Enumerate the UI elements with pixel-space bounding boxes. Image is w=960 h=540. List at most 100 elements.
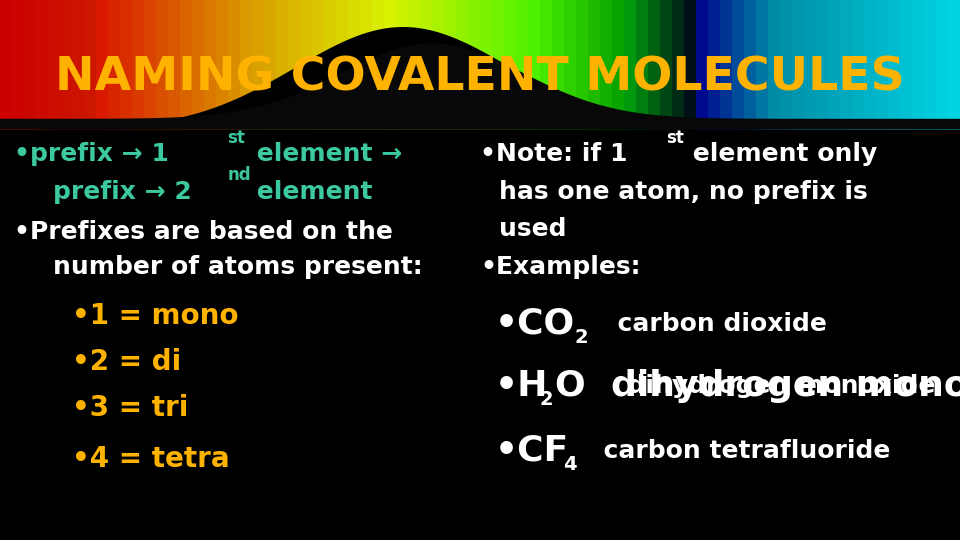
Bar [300, 0, 314, 130]
Bar [360, 0, 374, 130]
Bar [708, 0, 722, 130]
Bar [0, 0, 13, 130]
Bar [768, 0, 781, 130]
Bar [828, 0, 842, 130]
Text: •Prefixes are based on the: •Prefixes are based on the [14, 220, 394, 244]
Text: 2: 2 [540, 390, 553, 409]
Bar [168, 0, 182, 130]
Bar [804, 0, 818, 130]
Bar [252, 0, 266, 130]
Bar [228, 0, 242, 130]
Bar [204, 0, 218, 130]
Bar [240, 0, 253, 130]
Bar [48, 0, 61, 130]
Bar [456, 0, 470, 130]
Text: st: st [666, 129, 684, 147]
Bar [648, 0, 662, 130]
Text: 2: 2 [574, 328, 588, 347]
Text: •Examples:: •Examples: [480, 255, 640, 279]
Bar [888, 0, 901, 130]
Text: used: used [499, 218, 566, 241]
Bar [288, 0, 301, 130]
Bar [480, 0, 493, 130]
Bar [780, 0, 794, 130]
Bar [612, 0, 626, 130]
Text: •Note: if 1: •Note: if 1 [480, 142, 628, 166]
Text: element only: element only [684, 142, 876, 166]
Text: •1 = mono: •1 = mono [72, 302, 238, 330]
Bar [144, 0, 157, 130]
Bar [600, 0, 614, 130]
Bar [468, 0, 482, 130]
Bar [852, 0, 866, 130]
Bar [948, 0, 960, 130]
Text: O  dihydrogen monoxide: O dihydrogen monoxide [555, 369, 960, 403]
Text: st: st [228, 129, 246, 147]
Text: number of atoms present:: number of atoms present: [53, 255, 422, 279]
Bar [744, 0, 758, 130]
Bar [912, 0, 925, 130]
Bar [792, 0, 805, 130]
Bar [936, 0, 949, 130]
Bar [684, 0, 698, 130]
Bar [132, 0, 146, 130]
Text: •3 = tri: •3 = tri [72, 394, 188, 422]
Bar [636, 0, 650, 130]
Text: carbon tetrafluoride: carbon tetrafluoride [586, 439, 890, 463]
Text: NAMING COVALENT MOLECULES: NAMING COVALENT MOLECULES [55, 56, 905, 101]
Bar [840, 0, 854, 130]
Bar [732, 0, 746, 130]
Bar [72, 0, 86, 130]
Bar [372, 0, 386, 130]
Bar [96, 0, 109, 130]
Bar [924, 0, 938, 130]
Bar [108, 0, 122, 130]
Bar [312, 0, 326, 130]
Bar [396, 0, 410, 130]
Bar [552, 0, 565, 130]
Text: •prefix → 1: •prefix → 1 [14, 142, 169, 166]
Bar [492, 0, 506, 130]
Bar [504, 0, 518, 130]
Bar [156, 0, 170, 130]
Bar [900, 0, 914, 130]
Bar [864, 0, 877, 130]
Bar [276, 0, 290, 130]
Text: •4 = tetra: •4 = tetra [72, 445, 229, 473]
Text: element →: element → [248, 142, 402, 166]
Bar [192, 0, 206, 130]
Bar [264, 0, 278, 130]
Bar [588, 0, 602, 130]
Bar [516, 0, 530, 130]
Bar [180, 0, 194, 130]
Bar [324, 0, 338, 130]
Text: •CF: •CF [494, 434, 568, 468]
Bar [720, 0, 733, 130]
Bar [336, 0, 349, 130]
Bar [876, 0, 890, 130]
Bar [540, 0, 554, 130]
Bar [624, 0, 637, 130]
Text: 4: 4 [564, 455, 577, 474]
Bar [660, 0, 674, 130]
Bar [528, 0, 541, 130]
Bar [756, 0, 770, 130]
Text: prefix → 2: prefix → 2 [53, 180, 192, 204]
Bar [36, 0, 50, 130]
Bar [696, 0, 709, 130]
Bar [432, 0, 445, 130]
Bar [60, 0, 74, 130]
Bar [12, 0, 26, 130]
Text: dihydrogen monoxide: dihydrogen monoxide [610, 374, 935, 398]
Text: •2 = di: •2 = di [72, 348, 181, 376]
Bar [420, 0, 434, 130]
Text: nd: nd [228, 166, 252, 185]
Text: carbon dioxide: carbon dioxide [600, 312, 827, 336]
Text: •H: •H [494, 369, 548, 403]
Bar [816, 0, 829, 130]
Text: •CO: •CO [494, 307, 575, 341]
Polygon shape [0, 43, 960, 130]
Text: has one atom, no prefix is: has one atom, no prefix is [499, 180, 868, 204]
Bar [24, 0, 38, 130]
Bar [216, 0, 230, 130]
